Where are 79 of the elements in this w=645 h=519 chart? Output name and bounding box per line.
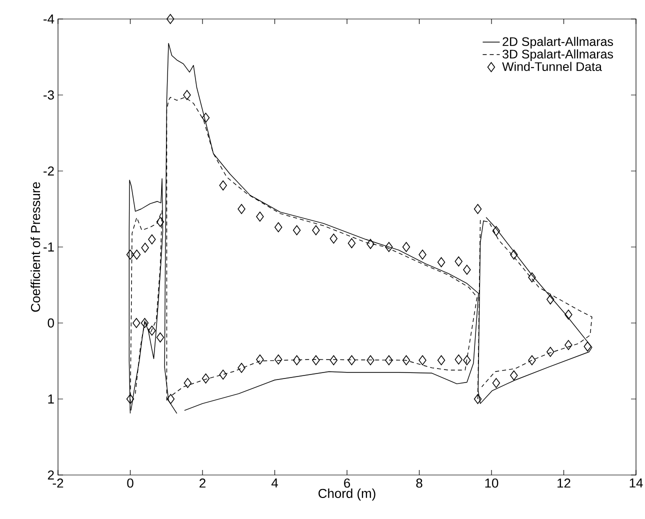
- point: [292, 225, 301, 236]
- point: [454, 354, 462, 364]
- point: [348, 238, 356, 248]
- legend-label: 2D Spalart-Allmaras: [502, 36, 614, 48]
- point: [202, 373, 210, 384]
- point: [385, 242, 393, 252]
- point: [510, 370, 518, 380]
- point: [274, 222, 282, 232]
- point: [584, 342, 592, 352]
- y-tick-label: -1: [44, 242, 54, 252]
- point: [219, 180, 227, 190]
- point: [546, 294, 554, 304]
- y-tick-label: -3: [44, 90, 54, 100]
- point: [166, 14, 174, 24]
- point: [546, 346, 554, 357]
- x-tick-label: 2: [200, 478, 206, 488]
- point: [492, 378, 500, 388]
- x-tick-label: 6: [344, 478, 350, 488]
- point: [256, 354, 264, 364]
- legend-label: 3D Spalart-Allmaras: [502, 49, 614, 61]
- point: [385, 355, 393, 366]
- point: [148, 326, 156, 336]
- point: [183, 90, 191, 100]
- point: [348, 355, 356, 366]
- y-tick-label: 1: [48, 394, 54, 404]
- point: [564, 310, 572, 320]
- point: [292, 355, 301, 366]
- point: [418, 250, 426, 260]
- point: [366, 238, 374, 249]
- point: [474, 394, 482, 404]
- y-axis-title: Coefficient of Pressure: [30, 182, 40, 312]
- point: [418, 355, 426, 366]
- point: [454, 256, 462, 266]
- x-tick-label: 14: [630, 478, 643, 488]
- point: [238, 362, 246, 373]
- point: [184, 378, 192, 388]
- point: [528, 355, 536, 366]
- point: [274, 354, 282, 364]
- point: [219, 370, 227, 380]
- point: [492, 226, 500, 236]
- point: [132, 250, 141, 260]
- x-tick-label: 10: [485, 478, 498, 488]
- point: [140, 318, 149, 328]
- point: [132, 318, 140, 328]
- x-tick-label: 0: [127, 478, 134, 488]
- point: [330, 355, 338, 366]
- point: [564, 340, 572, 350]
- x-tick-label: 12: [558, 478, 570, 488]
- y-tick-label: 0: [48, 318, 54, 328]
- point: [126, 250, 134, 260]
- x-tick-label: 4: [271, 478, 278, 488]
- point: [528, 272, 536, 282]
- point: [463, 355, 471, 366]
- point: [256, 212, 264, 222]
- point: [148, 234, 156, 244]
- point: [156, 332, 164, 342]
- point: [126, 394, 134, 404]
- x-tick-label: 8: [416, 478, 422, 488]
- point: [437, 257, 446, 268]
- y-tick-label: -2: [44, 166, 54, 176]
- point: [402, 242, 410, 252]
- point: [238, 204, 246, 214]
- point: [156, 216, 164, 227]
- point: [510, 250, 518, 260]
- x-axis-title: Chord (m): [318, 488, 376, 501]
- point: [166, 394, 175, 404]
- point: [330, 234, 338, 244]
- point: [312, 225, 320, 236]
- y-tick-label: -4: [44, 14, 54, 24]
- point: [366, 355, 374, 366]
- point: [474, 204, 482, 214]
- point: [437, 355, 446, 366]
- point: [141, 242, 149, 253]
- point: [202, 112, 210, 123]
- point: [463, 264, 471, 275]
- point: [402, 355, 410, 366]
- legend-label: Wind-Tunnel Data: [502, 62, 602, 72]
- point: [312, 355, 320, 366]
- y-tick-label: 2: [48, 470, 54, 480]
